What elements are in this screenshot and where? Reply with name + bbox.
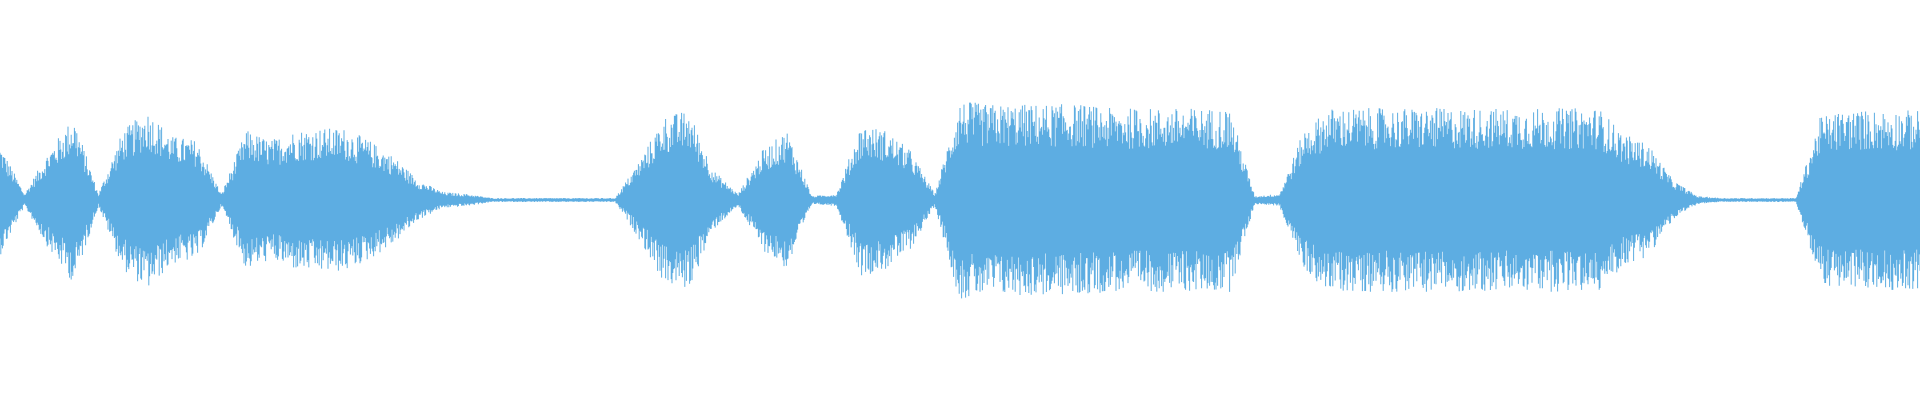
waveform-chart <box>0 102 1920 299</box>
